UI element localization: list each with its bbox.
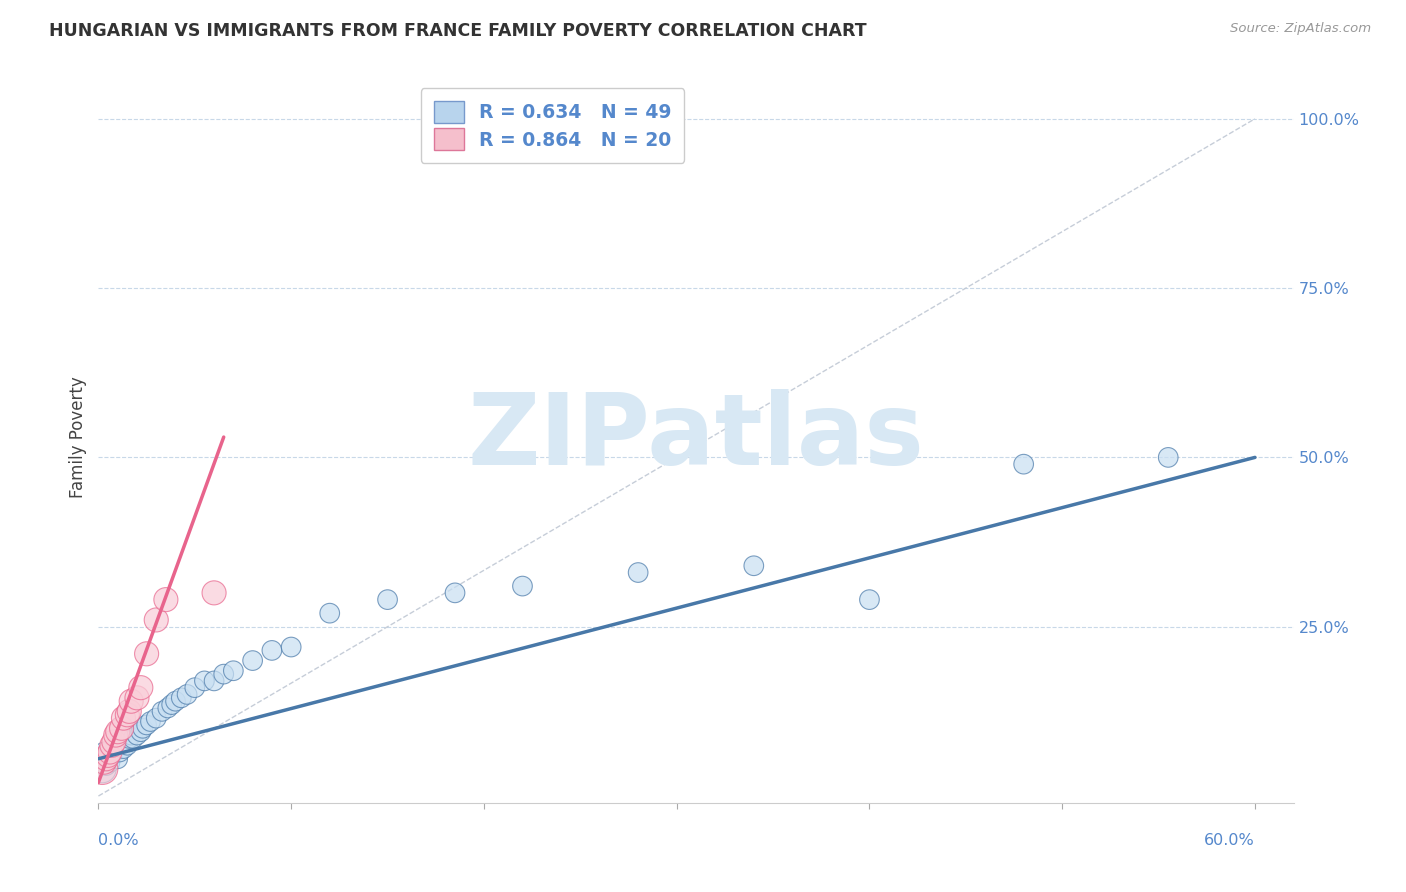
Point [212, 667, 235, 681]
Point [110, 721, 132, 735]
Point [145, 711, 167, 725]
Point [156, 701, 179, 715]
Legend: R = 0.634   N = 49, R = 0.864   N = 20: R = 0.634 N = 49, R = 0.864 N = 20 [420, 88, 685, 163]
Text: 0.0%: 0.0% [98, 833, 139, 848]
Point [444, 586, 467, 600]
Point [377, 592, 399, 607]
Point [101, 748, 124, 763]
Point [107, 738, 129, 752]
Point [122, 731, 145, 746]
Point [202, 673, 225, 688]
Text: HUNGARIAN VS IMMIGRANTS FROM FRANCE FAMILY POVERTY CORRELATION CHART: HUNGARIAN VS IMMIGRANTS FROM FRANCE FAMI… [49, 22, 868, 40]
Point [135, 718, 157, 732]
Point [132, 721, 155, 735]
Point [118, 705, 141, 719]
Point [104, 741, 127, 756]
Point [129, 681, 152, 695]
Point [114, 735, 136, 749]
Point [103, 735, 125, 749]
Point [260, 643, 283, 657]
Point [112, 741, 135, 756]
Point [97, 748, 120, 763]
Point [107, 724, 129, 739]
Point [319, 606, 342, 620]
Point [176, 688, 198, 702]
Point [93, 745, 115, 759]
Point [170, 690, 193, 705]
Point [145, 613, 167, 627]
Point [118, 731, 141, 746]
Point [93, 755, 115, 769]
Point [104, 728, 127, 742]
Point [742, 558, 765, 573]
Point [93, 752, 115, 766]
Point [1157, 450, 1180, 465]
Point [112, 711, 135, 725]
Point [155, 592, 177, 607]
Point [165, 694, 187, 708]
Point [184, 681, 207, 695]
Point [135, 647, 157, 661]
Point [94, 758, 117, 772]
Point [120, 694, 142, 708]
Point [91, 762, 114, 776]
Point [91, 762, 114, 776]
Point [125, 690, 148, 705]
Point [280, 640, 302, 654]
Point [627, 566, 650, 580]
Point [103, 745, 125, 759]
Point [150, 705, 173, 719]
Point [117, 738, 139, 752]
Text: Source: ZipAtlas.com: Source: ZipAtlas.com [1230, 22, 1371, 36]
Point [139, 714, 162, 729]
Point [1012, 457, 1035, 471]
Text: 60.0%: 60.0% [1204, 833, 1256, 848]
Point [107, 752, 129, 766]
Y-axis label: Family Poverty: Family Poverty [69, 376, 87, 498]
Point [108, 745, 131, 759]
Point [512, 579, 534, 593]
Point [242, 654, 264, 668]
Text: ZIPatlas: ZIPatlas [468, 389, 924, 485]
Point [110, 735, 132, 749]
Point [222, 664, 245, 678]
Point [202, 586, 225, 600]
Point [193, 673, 215, 688]
Point [160, 698, 183, 712]
Point [129, 724, 152, 739]
Point [858, 592, 880, 607]
Point [120, 728, 142, 742]
Point [98, 755, 121, 769]
Point [98, 745, 121, 759]
Point [125, 728, 148, 742]
Point [101, 738, 124, 752]
Point [101, 741, 124, 756]
Point [117, 707, 139, 722]
Point [97, 748, 120, 763]
Point [94, 752, 117, 766]
